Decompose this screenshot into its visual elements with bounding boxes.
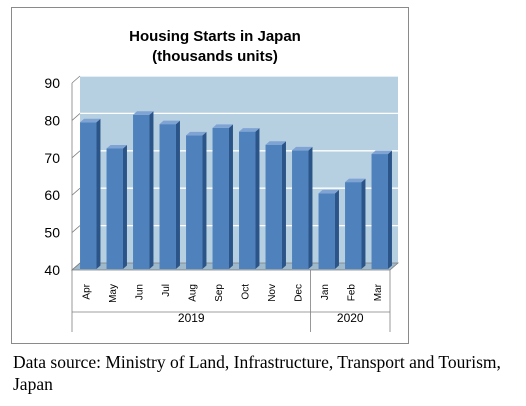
bar-top — [371, 150, 392, 155]
y-tick-mark — [71, 150, 81, 159]
bar-top — [292, 146, 313, 151]
x-tick-label: Apr — [81, 283, 92, 299]
bar — [318, 193, 335, 269]
x-tick-label: Jun — [134, 284, 145, 300]
bar — [80, 122, 97, 270]
bar-top — [239, 128, 260, 132]
y-tick-label: 50 — [44, 225, 60, 241]
bar — [106, 148, 123, 269]
y-tick-mark — [71, 113, 81, 121]
chart-title-line-2: (thousands units) — [152, 48, 278, 65]
bar-top — [133, 111, 154, 115]
bar — [265, 144, 282, 269]
y-tick-label: 80 — [44, 112, 60, 128]
bar-side — [149, 111, 154, 269]
x-tick-label: Mar — [373, 283, 384, 301]
bar — [186, 135, 203, 269]
bar-top — [345, 178, 366, 183]
bar-side — [334, 189, 339, 269]
x-tick-label: Jul — [161, 284, 172, 297]
bar-side — [202, 131, 207, 269]
x-tick-label: Sep — [214, 284, 225, 302]
bar-side — [96, 118, 101, 270]
bar-top — [159, 120, 180, 125]
bar — [133, 114, 150, 269]
bar-top — [80, 118, 101, 123]
bar-top — [265, 141, 286, 145]
bar-side — [122, 144, 127, 269]
bar-top — [106, 144, 127, 149]
y-tick-label: 90 — [44, 75, 60, 91]
y-tick-label: 40 — [44, 262, 60, 278]
plot-area: 40 50 60 70 80 90 Apr May Jun Jul Aug Sep Oct Nov Dec J… — [44, 75, 400, 332]
data-source-note: Data source: Ministry of Land, Infrastru… — [13, 352, 501, 394]
y-tick-mark — [71, 187, 81, 196]
x-tick-label: Oct — [240, 284, 251, 300]
bar — [371, 154, 388, 269]
plot-back-wall — [80, 76, 398, 263]
bar-side — [361, 178, 366, 269]
bar — [212, 127, 229, 269]
y-tick-label: 60 — [44, 187, 60, 203]
x-tick-label: Jan — [320, 284, 331, 300]
chart-title-line-1: Housing Starts in Japan — [129, 28, 301, 45]
bar-side — [228, 124, 233, 269]
y-tick-label: 70 — [44, 150, 60, 166]
x-tick-label: Feb — [346, 284, 357, 302]
chart-frame: Housing Starts in Japan (thousands units… — [11, 7, 409, 344]
bar-chart: Housing Starts in Japan (thousands units… — [44, 28, 400, 332]
bar-top — [186, 131, 207, 136]
x-group-label: 2019 — [178, 311, 205, 325]
bar — [239, 131, 256, 269]
x-group-label: 2020 — [337, 311, 364, 325]
x-tick-label: Aug — [187, 284, 198, 302]
bar — [159, 124, 176, 269]
x-tick-label: Dec — [293, 284, 304, 302]
y-tick-mark — [71, 262, 81, 271]
bar — [292, 150, 309, 269]
bar — [345, 182, 362, 269]
bar-top — [318, 189, 339, 194]
y-tick-mark — [71, 75, 81, 84]
y-tick-mark — [71, 225, 81, 233]
x-tick-label: Nov — [267, 284, 278, 302]
bar-side — [308, 146, 313, 269]
bar-side — [255, 128, 260, 269]
bar-side — [387, 150, 392, 269]
bar-side — [175, 120, 180, 269]
bar-top — [212, 124, 233, 128]
bar-side — [281, 141, 286, 269]
x-tick-label: May — [108, 284, 119, 303]
